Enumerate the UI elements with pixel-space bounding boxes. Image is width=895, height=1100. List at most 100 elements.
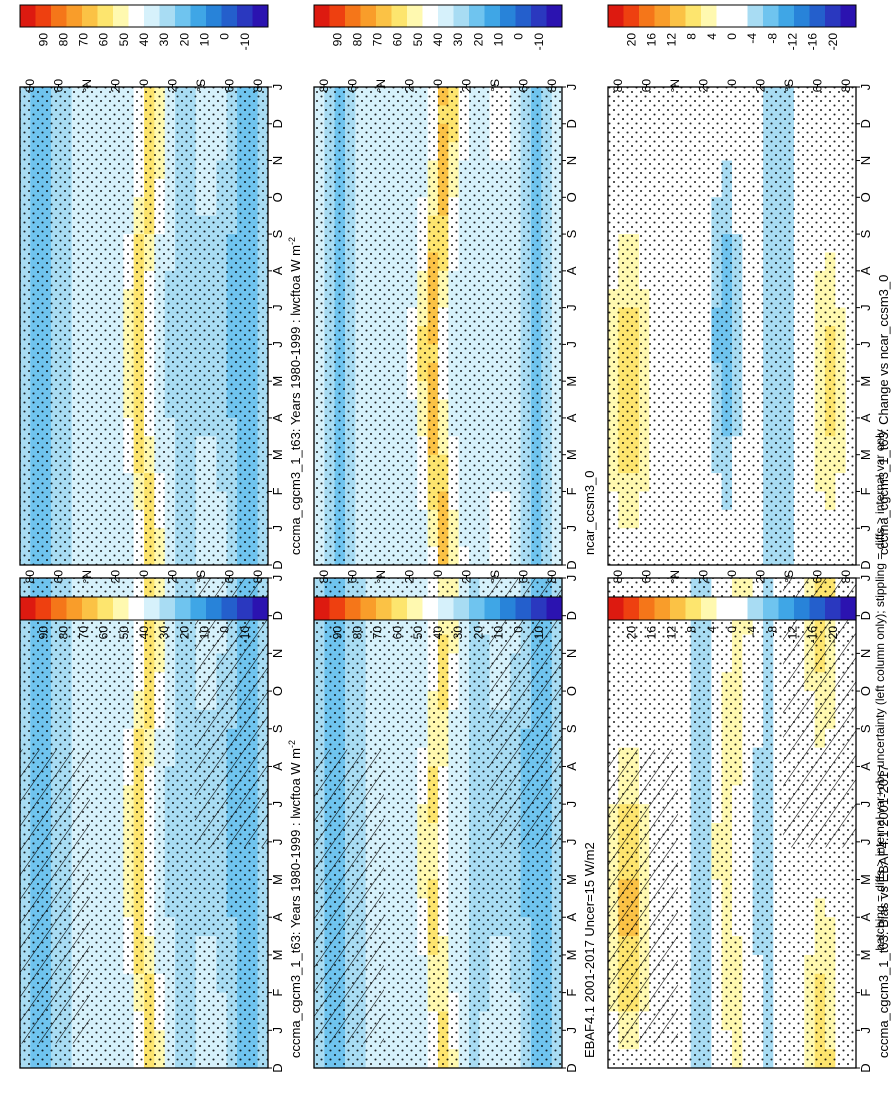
colorbar-swatch bbox=[360, 5, 377, 27]
lat-tick-label: 20 bbox=[403, 570, 417, 584]
month-tick-label: S bbox=[270, 229, 285, 238]
colorbar-swatch bbox=[685, 5, 702, 27]
month-tick-label: D bbox=[564, 1063, 579, 1072]
hatching-layer bbox=[195, 578, 268, 848]
colorbar-swatch bbox=[809, 5, 826, 27]
colorbar-swatch bbox=[82, 5, 98, 27]
colorbar-swatch bbox=[51, 597, 67, 620]
lat-tick-label: 60 bbox=[346, 570, 360, 584]
month-tick-label: A bbox=[270, 762, 285, 771]
colorbar-swatch bbox=[716, 5, 733, 27]
colorbar-label: -12 bbox=[785, 626, 799, 644]
month-tick-label: D bbox=[564, 611, 579, 620]
month-tick-label: D bbox=[858, 1063, 873, 1072]
lat-tick-label: 0 bbox=[725, 570, 739, 577]
colorbar-swatch bbox=[438, 5, 454, 27]
colorbar-swatch bbox=[685, 597, 702, 620]
colorbar-label: 80 bbox=[350, 626, 364, 640]
lat-tick-label: 20 bbox=[754, 79, 768, 93]
month-tick-label: F bbox=[858, 487, 873, 495]
lat-tick-label: 0 bbox=[725, 79, 739, 86]
month-tick-label: J bbox=[564, 1027, 579, 1034]
month-tick-label: J bbox=[858, 304, 873, 311]
lat-tick-label: 20 bbox=[109, 570, 123, 584]
colorbar-swatch bbox=[778, 5, 795, 27]
month-tick-label: A bbox=[564, 266, 579, 275]
colorbar-swatch bbox=[391, 5, 408, 27]
lat-tick-label: °N bbox=[80, 79, 94, 92]
month-tick-label: F bbox=[270, 487, 285, 495]
month-tick-label: F bbox=[564, 487, 579, 495]
month-tick-label: M bbox=[270, 449, 285, 460]
month-tick-label: N bbox=[270, 156, 285, 165]
panel-p2: D J F M A M J J A S O N D J 80 60 °N 20 0 20 °S 60 80 cccma_cgc… bbox=[19, 4, 303, 570]
month-tick-label: J bbox=[858, 839, 873, 846]
colorbar-swatch bbox=[623, 597, 640, 620]
panel-title: cccma_cgcm3_1_t63: Bias vs EBAF4.1 2001-… bbox=[876, 765, 891, 1058]
colorbar-swatch bbox=[825, 5, 841, 27]
month-tick-label: D bbox=[270, 119, 285, 128]
colorbar-swatch bbox=[531, 5, 547, 27]
lat-tick-label: 60 bbox=[811, 79, 825, 93]
month-tick-label: A bbox=[270, 266, 285, 275]
panel-p1: D J F M A M J J A S O N D J 80 60 °N 20 0 20 °S 60 80 cccma_cgc… bbox=[19, 570, 303, 1073]
lat-tick-label: 80 bbox=[839, 570, 853, 584]
lat-tick-label: 80 bbox=[545, 570, 559, 584]
month-tick-label: J bbox=[858, 575, 873, 582]
colorbar-swatch bbox=[500, 5, 516, 27]
colorbar-label: 70 bbox=[77, 626, 91, 640]
colorbar-swatch bbox=[51, 5, 67, 27]
colorbar-label: 70 bbox=[371, 626, 385, 640]
colorbar-swatch bbox=[438, 597, 454, 620]
panel-title: ncar_ccsm3_0 bbox=[582, 470, 597, 555]
month-tick-label: J bbox=[564, 575, 579, 582]
colorbar-label: 0 bbox=[512, 33, 526, 40]
colorbar-label: 10 bbox=[491, 33, 505, 47]
lat-tick-label: 80 bbox=[545, 79, 559, 93]
title-superscript: -2 bbox=[287, 237, 297, 245]
colorbar-swatch bbox=[252, 5, 269, 27]
lat-tick-label: 60 bbox=[517, 570, 531, 584]
colorbar-label: 60 bbox=[391, 33, 405, 47]
colorbar-swatch bbox=[422, 5, 439, 27]
colorbar-label: -12 bbox=[785, 33, 799, 51]
lat-tick-label: 60 bbox=[346, 79, 360, 93]
colorbar-label: 16 bbox=[644, 626, 658, 640]
lat-tick-label: 0 bbox=[431, 79, 445, 86]
colorbar-label: 10 bbox=[491, 626, 505, 640]
colorbar-swatch bbox=[35, 5, 52, 27]
colorbar-label: -8 bbox=[765, 33, 779, 44]
month-tick-label: O bbox=[858, 192, 873, 202]
colorbar-swatch bbox=[113, 5, 129, 27]
colorbar-swatch bbox=[670, 597, 686, 620]
colorbar-swatch bbox=[716, 597, 733, 620]
lat-tick-label: 20 bbox=[166, 79, 180, 93]
month-tick-label: J bbox=[564, 525, 579, 532]
colorbar-frame bbox=[607, 4, 857, 28]
month-tick-label: M bbox=[564, 874, 579, 885]
month-tick-label: A bbox=[564, 413, 579, 422]
month-tick-label: D bbox=[858, 560, 873, 569]
colorbar-swatch bbox=[809, 597, 826, 620]
month-tick-label: J bbox=[270, 839, 285, 846]
colorbar-frame bbox=[313, 596, 563, 621]
colorbar-swatch bbox=[221, 597, 238, 620]
colorbar-label: 60 bbox=[97, 626, 111, 640]
lat-tick-label: 60 bbox=[52, 570, 66, 584]
lat-tick-label: 60 bbox=[640, 570, 654, 584]
colorbar-label: 20 bbox=[624, 626, 638, 640]
colorbar-swatch bbox=[639, 597, 655, 620]
month-tick-label: N bbox=[858, 649, 873, 658]
colorbar-swatch bbox=[484, 5, 501, 27]
lat-tick-label: 80 bbox=[611, 79, 625, 93]
stippling-layer bbox=[314, 87, 562, 565]
colorbar-swatch bbox=[794, 597, 810, 620]
colorbar-label: 16 bbox=[644, 33, 658, 47]
month-tick-label: A bbox=[858, 266, 873, 275]
colorbar-label: 90 bbox=[36, 33, 50, 47]
lat-tick-label: 0 bbox=[137, 79, 151, 86]
colorbar-swatch bbox=[345, 5, 361, 27]
colorbar-swatch bbox=[159, 5, 176, 27]
colorbar-swatch bbox=[515, 597, 532, 620]
lat-tick-label: 20 bbox=[403, 79, 417, 93]
